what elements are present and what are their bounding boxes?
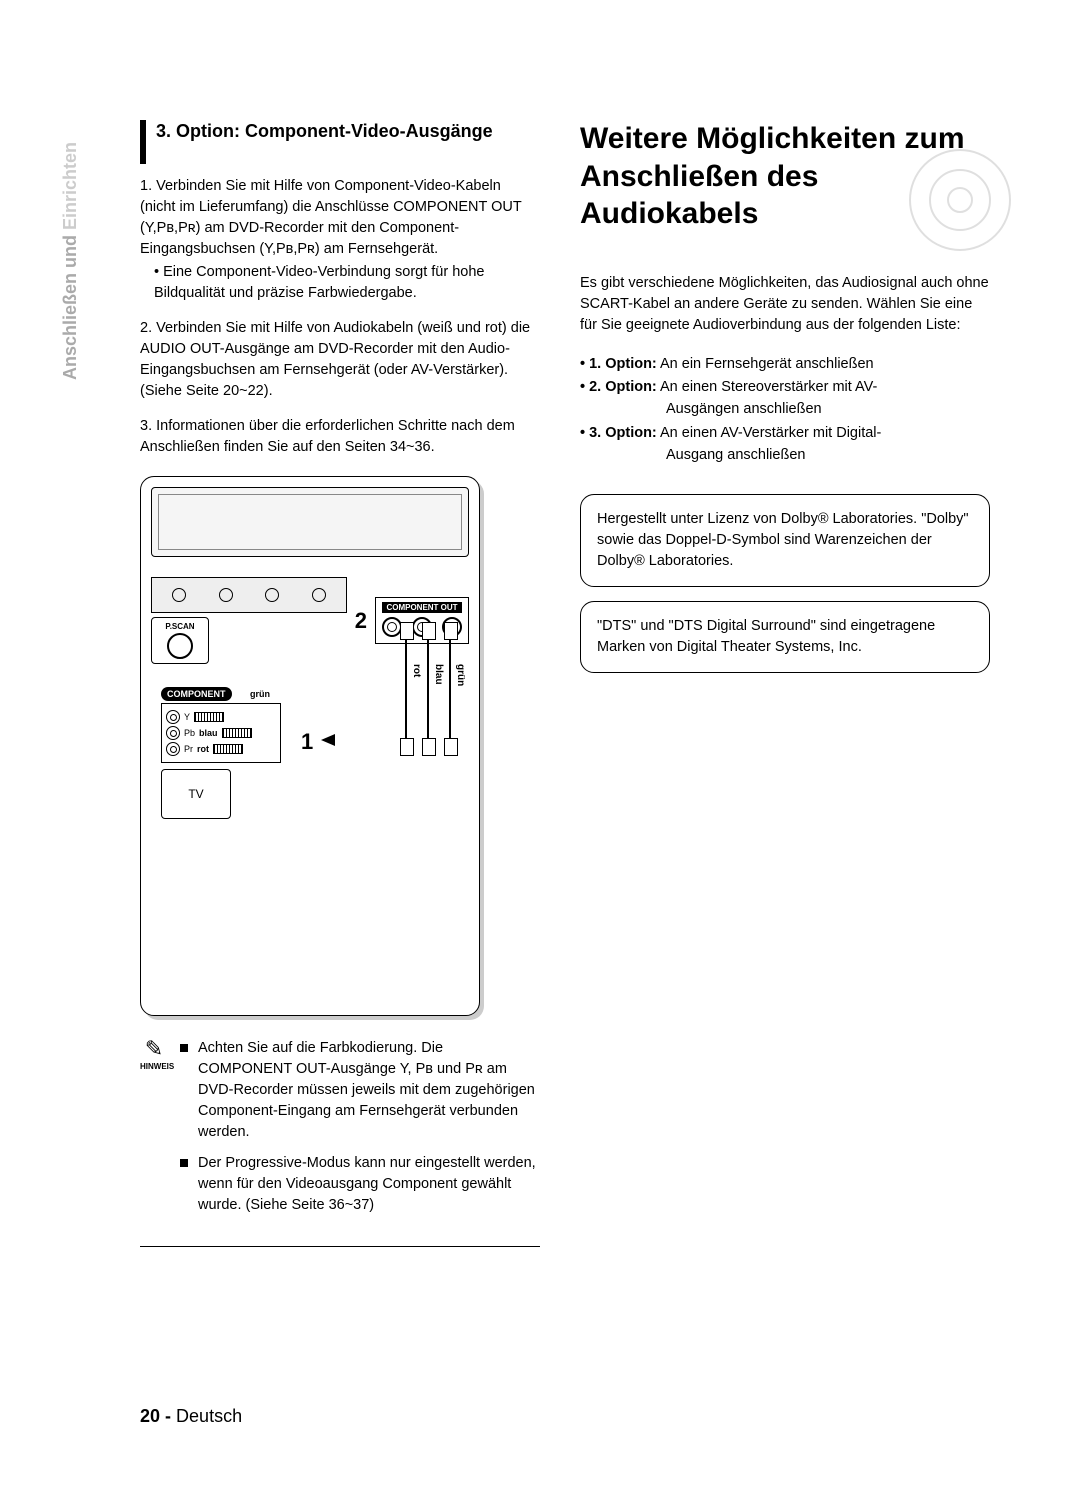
jack-icon [166, 710, 180, 724]
option-text: An ein Fernsehgerät anschließen [657, 356, 874, 372]
tv-jacks-box: Y Pb blau Pr [161, 703, 281, 763]
jack-letter: Pr [184, 744, 193, 754]
dts-note-text: "DTS" und "DTS Digital Surround" sind ei… [597, 618, 935, 655]
tv-jack-row: Pr rot [166, 742, 276, 756]
side-label-line1: Anschließen und [60, 235, 80, 380]
jack-color: blau [199, 728, 218, 738]
page-language: Deutsch [176, 1406, 242, 1426]
component-out-header: COMPONENT OUT [382, 602, 461, 613]
tv-jack-row: Pb blau [166, 726, 276, 740]
options-list: • 1. Option: An ein Fernsehgerät anschli… [580, 354, 990, 467]
list-item: 2. Verbinden Sie mit Hilfe von Audiokabe… [140, 318, 540, 402]
tv-jack-row: Y [166, 710, 276, 724]
intro-paragraph: Es gibt verschiedene Möglichkeiten, das … [580, 273, 990, 336]
connector-icon [194, 712, 224, 722]
tv-block: COMPONENT grün Y Pb blau [161, 684, 281, 819]
option-row: • 3. Option: An einen AV-Verstärker mit … [580, 423, 990, 467]
connector-icon [222, 728, 252, 738]
jack-icon [382, 617, 402, 637]
item-main-text: 2. Verbinden Sie mit Hilfe von Audiokabe… [140, 318, 540, 402]
option-label: • 1. Option: [580, 356, 657, 372]
tv-component-label: COMPONENT [161, 687, 232, 701]
cable-icon: rot [405, 624, 407, 754]
item-sub-bullet: • Eine Component-Video-Verbindung sorgt … [140, 262, 540, 304]
jack-icon [166, 742, 180, 756]
option-text: An einen Stereoverstärker mit AV- [657, 379, 878, 395]
connector-icon [213, 744, 243, 754]
option-text-cont: Ausgängen anschließen [580, 399, 990, 421]
list-item: 1. Verbinden Sie mit Hilfe von Component… [140, 176, 540, 304]
square-bullet-icon [180, 1044, 188, 1052]
hinweis-icon-block: ✎ HINWEIS [140, 1038, 168, 1226]
page-number: 20 - [140, 1406, 171, 1426]
hinweis-text: Achten Sie auf die Farbkodierung. Die CO… [198, 1038, 540, 1143]
instruction-list: 1. Verbinden Sie mit Hilfe von Component… [140, 176, 540, 458]
manual-page: Anschließen und Einrichten 3. Option: Co… [0, 0, 1080, 1487]
option-text: An einen AV-Verstärker mit Digital- [657, 425, 882, 441]
audio-jack-strip [151, 577, 347, 613]
square-bullet-icon [180, 1159, 188, 1167]
dolby-note-text: Hergestellt unter Lizenz von Dolby® Labo… [597, 511, 969, 569]
list-item: 3. Informationen über die erforderlichen… [140, 416, 540, 458]
vertical-cables: rot blau grün [405, 624, 451, 754]
content-columns: 3. Option: Component-Video-Ausgänge 1. V… [140, 120, 990, 1247]
cable-color-label: blau [433, 664, 444, 685]
side-chapter-label: Anschließen und Einrichten [60, 142, 81, 380]
pscan-box: P.SCAN [151, 617, 209, 664]
tv-box: TV [161, 769, 231, 819]
disc-decoration-icon [900, 140, 1020, 260]
option-label: • 3. Option: [580, 425, 657, 441]
option-row: • 2. Option: An einen Stereoverstärker m… [580, 377, 990, 421]
cable-color-label: rot [411, 664, 422, 677]
pscan-knob-icon [167, 633, 193, 659]
section-bar-icon [140, 120, 146, 164]
step-number-2: 2 [355, 608, 367, 634]
hinweis-section: ✎ HINWEIS Achten Sie auf die Farbkodieru… [140, 1038, 540, 1226]
connection-diagram: P.SCAN 2 COMPONENT OUT [140, 476, 480, 1016]
right-column: Weitere Möglichkeiten zum Anschließen de… [580, 120, 990, 1247]
section-header: 3. Option: Component-Video-Ausgänge [140, 120, 540, 164]
item-main-text: 1. Verbinden Sie mit Hilfe von Component… [140, 176, 540, 260]
cable-icon: blau [427, 624, 429, 754]
jack-letter: Pb [184, 728, 195, 738]
cable-color-label: grün [455, 664, 466, 686]
dvd-recorder-back-icon [151, 487, 469, 557]
tv-label: TV [188, 787, 203, 801]
left-column: 3. Option: Component-Video-Ausgänge 1. V… [140, 120, 540, 1247]
option-label: • 2. Option: [580, 379, 657, 395]
jack-letter: Y [184, 712, 190, 722]
page-footer: 20 - Deutsch [140, 1406, 242, 1427]
hinweis-label: HINWEIS [140, 1062, 168, 1071]
dts-note-box: "DTS" und "DTS Digital Surround" sind ei… [580, 601, 990, 673]
section-title: 3. Option: Component-Video-Ausgänge [156, 120, 493, 143]
tv-color-top: grün [250, 689, 270, 699]
jack-color: rot [197, 744, 209, 754]
jack-icon [166, 726, 180, 740]
hinweis-item: Der Progressive-Modus kann nur eingestel… [180, 1153, 540, 1216]
arrow-icon [321, 734, 335, 746]
section-divider [140, 1246, 540, 1247]
step-number-1: 1 [301, 729, 313, 755]
hinweis-item: Achten Sie auf die Farbkodierung. Die CO… [180, 1038, 540, 1143]
option-row: • 1. Option: An ein Fernsehgerät anschli… [580, 354, 990, 376]
pencil-icon: ✎ [140, 1038, 168, 1060]
hinweis-list: Achten Sie auf die Farbkodierung. Die CO… [180, 1038, 540, 1226]
pscan-label: P.SCAN [156, 622, 204, 631]
cable-icon: grün [449, 624, 451, 754]
cable-area: rot blau grün COMPONENT grün Y [151, 674, 469, 834]
dolby-note-box: Hergestellt unter Lizenz von Dolby® Labo… [580, 494, 990, 587]
hinweis-text: Der Progressive-Modus kann nur eingestel… [198, 1153, 540, 1216]
item-main-text: 3. Informationen über die erforderlichen… [140, 416, 540, 458]
option-text-cont: Ausgang anschließen [580, 445, 990, 467]
